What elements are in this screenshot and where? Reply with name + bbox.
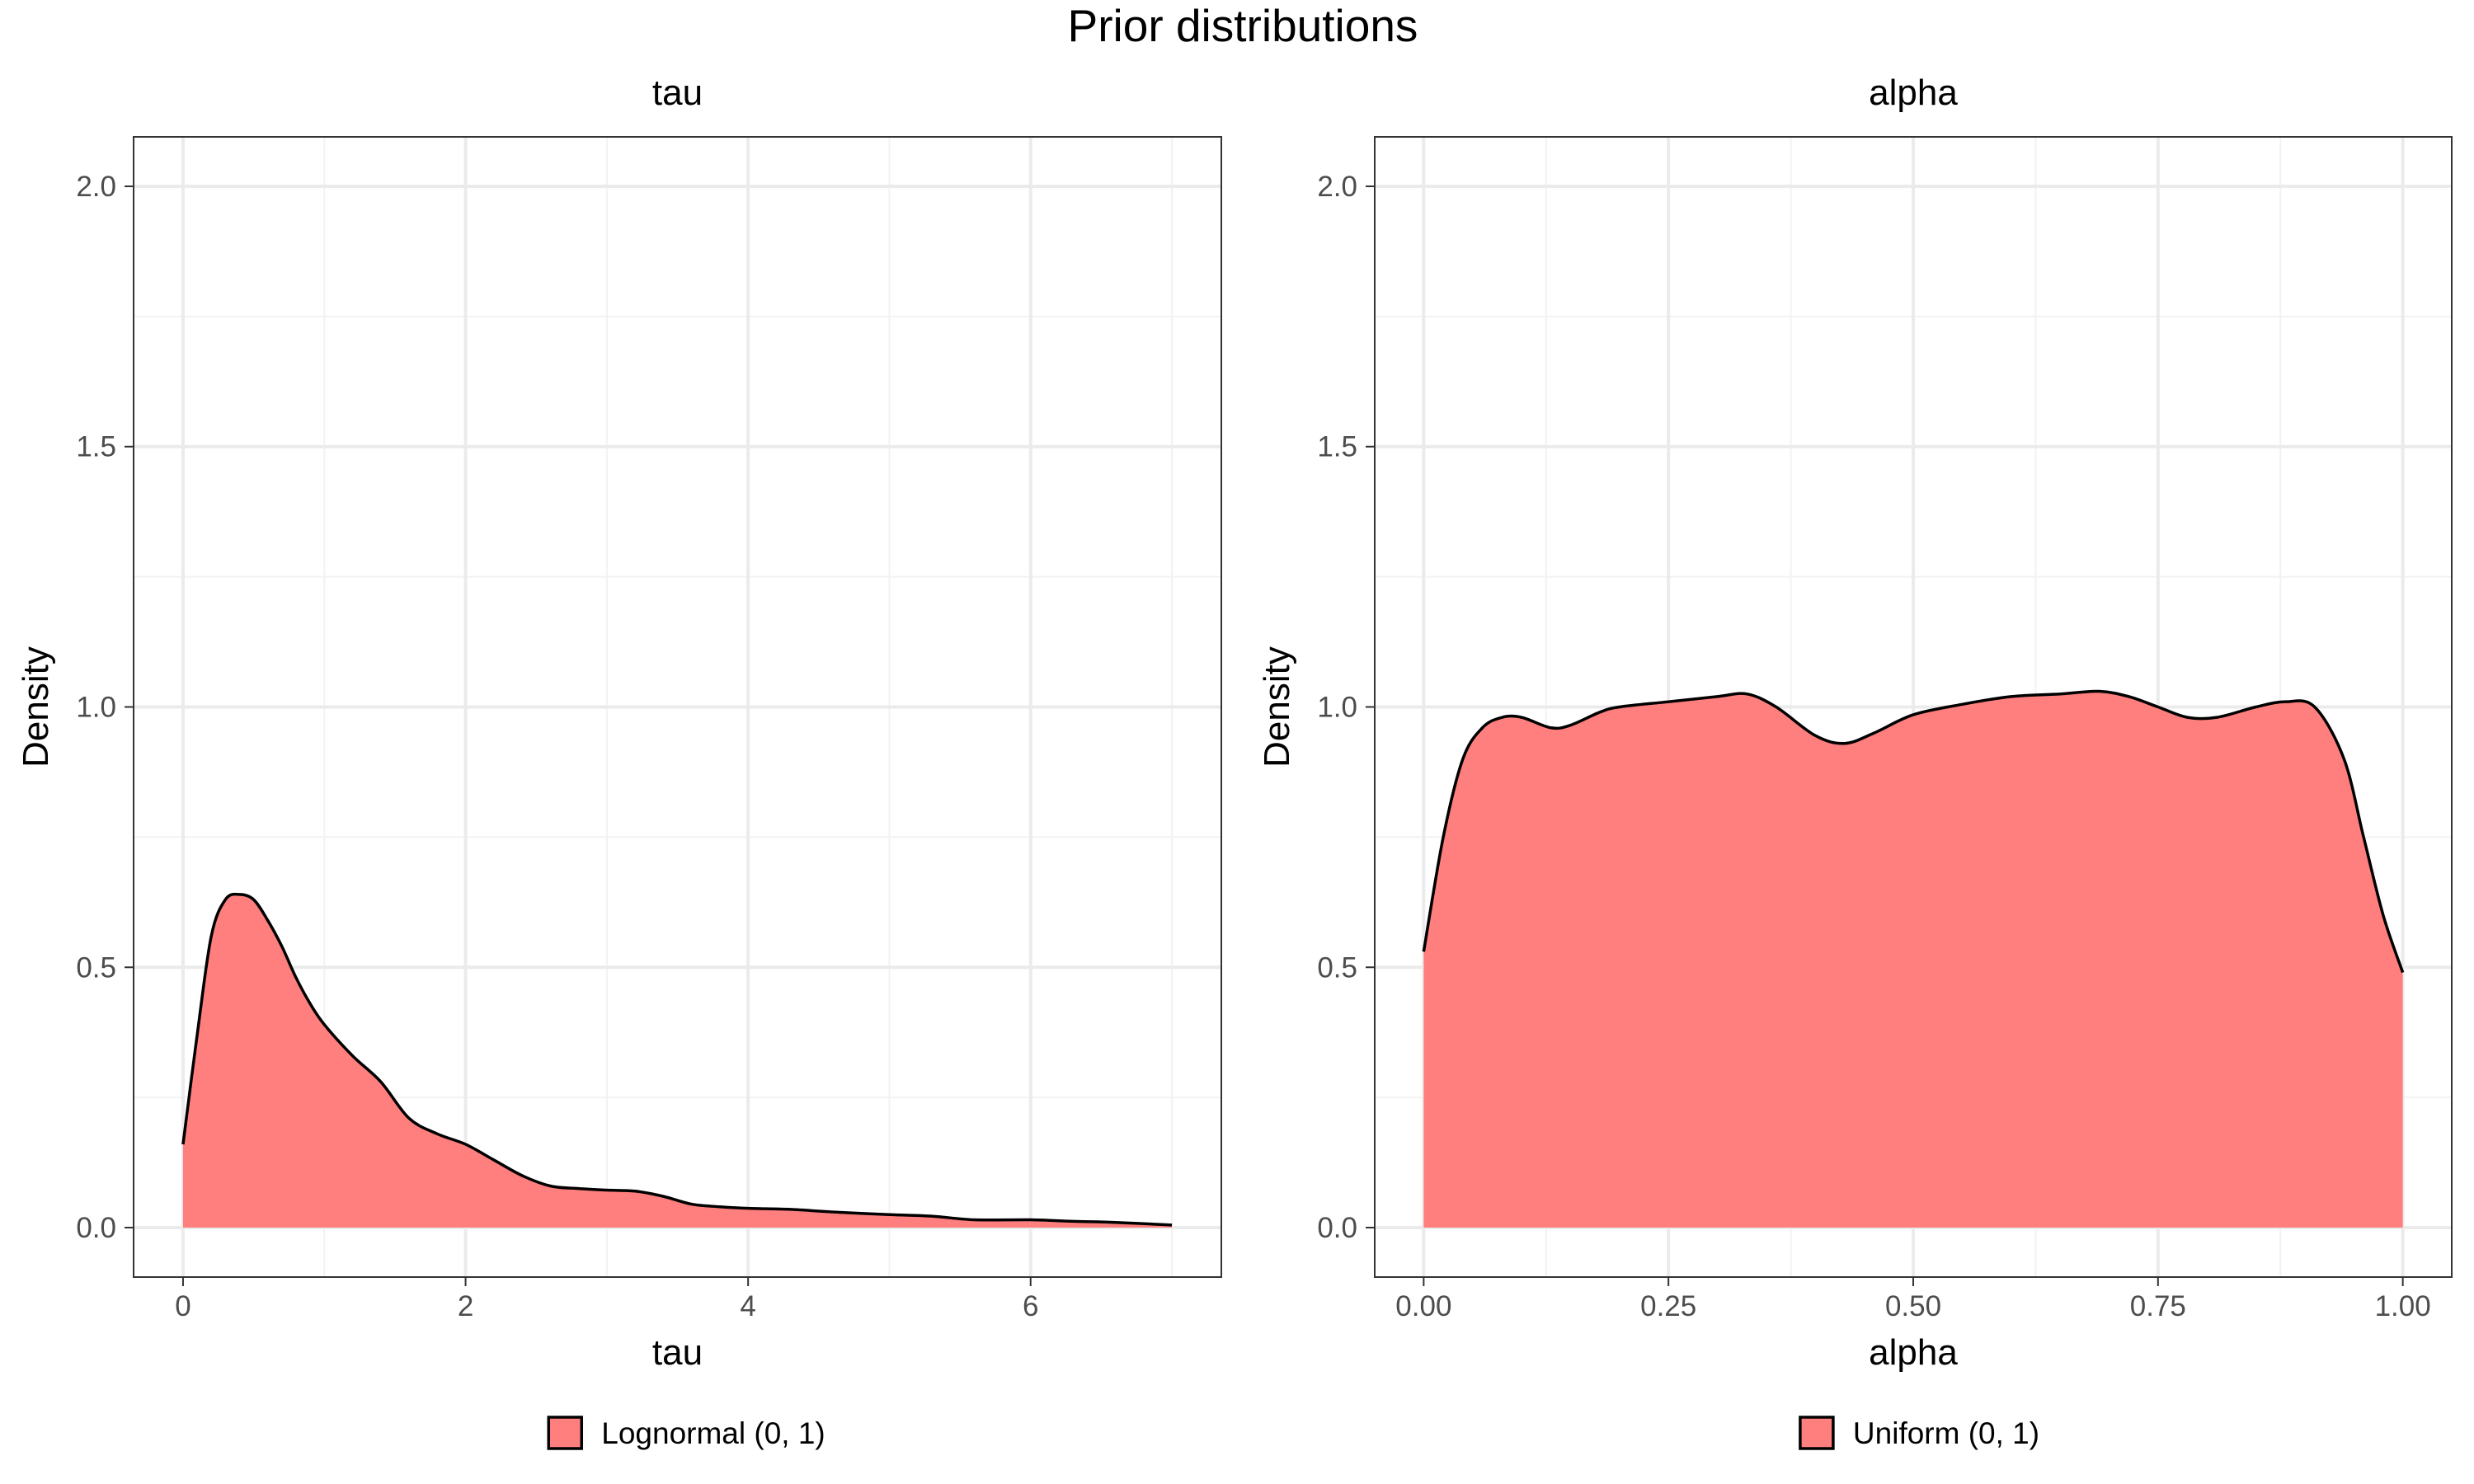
legend-key [547, 1416, 584, 1450]
x-tick-label: 0.75 [2130, 1290, 2186, 1322]
y-tick-label: 0.5 [1317, 951, 1357, 984]
legend-label: Lognormal (0, 1) [601, 1416, 825, 1450]
y-tick-label: 1.0 [1317, 692, 1357, 724]
density-area [182, 894, 1173, 1228]
x-axis-label: alpha [1869, 1332, 1958, 1373]
legend: Uniform (0, 1) [1799, 1416, 2039, 1450]
y-tick-label: 2.0 [76, 171, 116, 203]
x-tick-label: 0.00 [1395, 1290, 1451, 1322]
legend-label: Uniform (0, 1) [1853, 1416, 2039, 1450]
x-tick-label: 6 [1023, 1290, 1038, 1322]
y-tick-label: 1.5 [1317, 431, 1357, 463]
y-tick-label: 2.0 [1317, 171, 1357, 203]
y-tick-label: 1.0 [76, 692, 116, 724]
gridlines [134, 137, 1221, 1277]
density-line [1422, 689, 2405, 974]
legend: Lognormal (0, 1) [547, 1416, 825, 1450]
y-tick-label: 0.0 [76, 1212, 116, 1244]
x-tick-label: 0.25 [1640, 1290, 1696, 1322]
y-tick-label: 0.0 [1317, 1212, 1357, 1244]
tau-panel: 0 2 4 6 0.0 0.5 1.0 1.5 2.0 tau tau Density Lognorma… [16, 73, 1222, 1450]
density-area [1423, 691, 2403, 1228]
legend-key [1799, 1416, 1835, 1450]
x-tick-label: 2 [458, 1290, 473, 1322]
figure-title: Prior distributions [1068, 0, 1418, 51]
panel-title: tau [652, 73, 703, 113]
panel-title: alpha [1869, 73, 1958, 113]
x-tick-label: 0.50 [1885, 1290, 1941, 1322]
y-tick-label: 1.5 [76, 431, 116, 463]
x-axis-label: tau [652, 1332, 703, 1373]
x-tick-label: 1.00 [2375, 1290, 2431, 1322]
y-axis-label: Density [1257, 646, 1297, 768]
x-tick-label: 0 [175, 1290, 190, 1322]
x-tick-label: 4 [740, 1290, 755, 1322]
y-tick-label: 0.5 [76, 951, 116, 984]
y-axis-label: Density [16, 646, 56, 768]
density-line [181, 892, 1173, 1227]
alpha-panel: 0.00 0.25 0.50 0.75 1.00 0.0 0.5 1.0 1.5 2.0 alpha… [1257, 73, 2453, 1450]
